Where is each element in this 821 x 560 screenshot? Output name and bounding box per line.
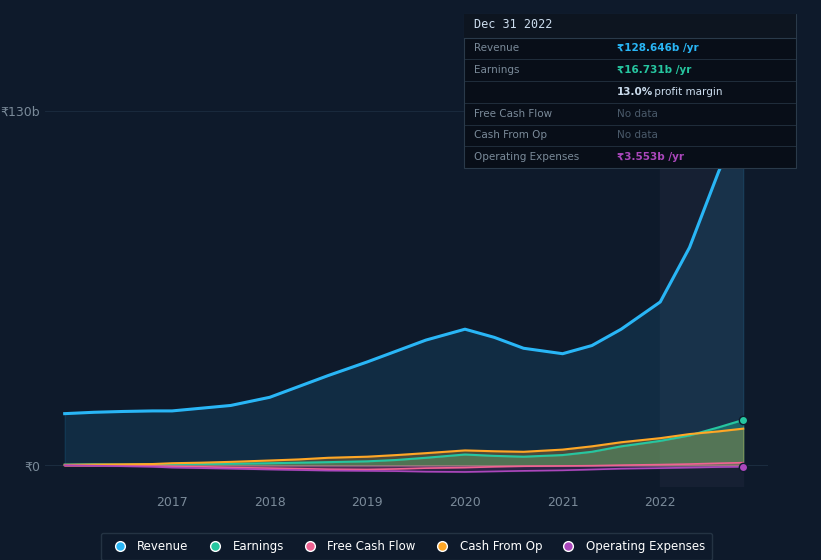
Bar <box>660 84 743 487</box>
Text: profit margin: profit margin <box>651 87 722 97</box>
Text: Free Cash Flow: Free Cash Flow <box>474 109 552 119</box>
Text: Operating Expenses: Operating Expenses <box>474 152 579 162</box>
Text: Earnings: Earnings <box>474 65 519 75</box>
Text: ₹3.553b /yr: ₹3.553b /yr <box>617 152 684 162</box>
Text: ₹16.731b /yr: ₹16.731b /yr <box>617 65 691 75</box>
Legend: Revenue, Earnings, Free Cash Flow, Cash From Op, Operating Expenses: Revenue, Earnings, Free Cash Flow, Cash … <box>101 533 712 560</box>
Text: No data: No data <box>617 109 658 119</box>
Text: No data: No data <box>617 130 658 141</box>
Text: ₹128.646b /yr: ₹128.646b /yr <box>617 43 699 53</box>
Text: 13.0%: 13.0% <box>617 87 653 97</box>
Text: Dec 31 2022: Dec 31 2022 <box>474 18 552 31</box>
Text: Revenue: Revenue <box>474 43 519 53</box>
Text: Cash From Op: Cash From Op <box>474 130 547 141</box>
